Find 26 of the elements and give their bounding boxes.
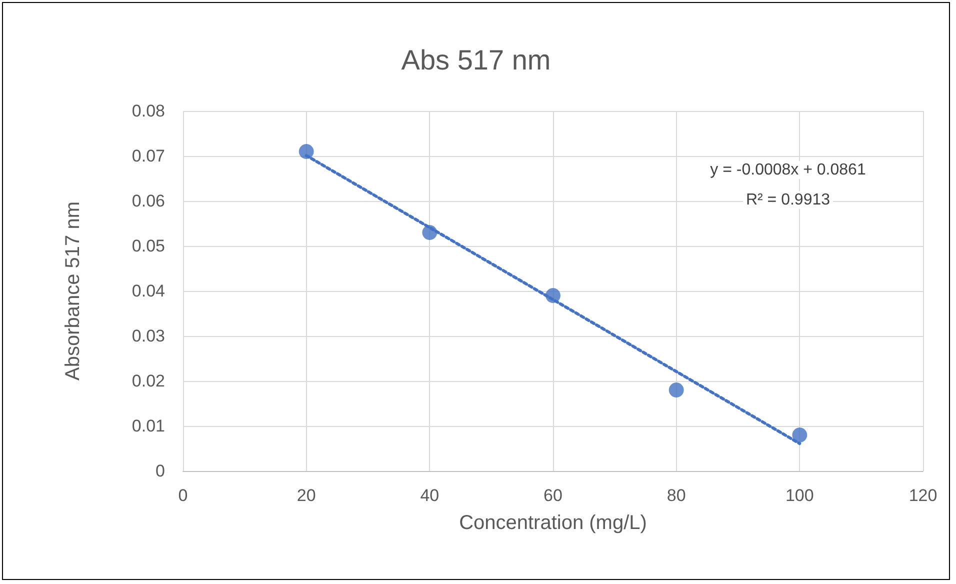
point (422, 225, 438, 240)
x-axis-title: Concentration (mg/L) (459, 512, 647, 534)
x-tick-label: 40 (420, 486, 440, 505)
y-tick-label: 0.02 (132, 372, 165, 390)
y-tick-label: 0 (156, 462, 165, 480)
y-tick-label: 0.06 (132, 192, 165, 210)
y-tick-label: 0.01 (132, 416, 165, 436)
annotation: y = -0.0008x + 0.0861 (710, 162, 866, 178)
y-tick-label: 0.03 (132, 326, 165, 346)
x-tick-label: 20 (296, 486, 316, 505)
x-tick-label: 120 (908, 486, 938, 505)
x-tick-label: 100 (785, 486, 814, 505)
y-tick-label: 0.05 (132, 236, 165, 256)
annotation: R² = 0.9913 (746, 192, 830, 208)
y-tick-label: 0.07 (132, 146, 165, 166)
point (546, 288, 560, 303)
chart-title: Abs 517 nm (401, 44, 551, 76)
point (668, 382, 684, 398)
y-tick-label: 0.08 (132, 102, 165, 120)
x-tick-label: 80 (666, 486, 686, 505)
x-tick-label: 60 (544, 486, 562, 505)
point (792, 428, 808, 442)
y-tick-label: 0.04 (132, 282, 165, 300)
y-axis-title: Absorbance 517 nm (62, 201, 84, 381)
point (298, 144, 314, 159)
x-tick-label: 0 (178, 486, 188, 505)
